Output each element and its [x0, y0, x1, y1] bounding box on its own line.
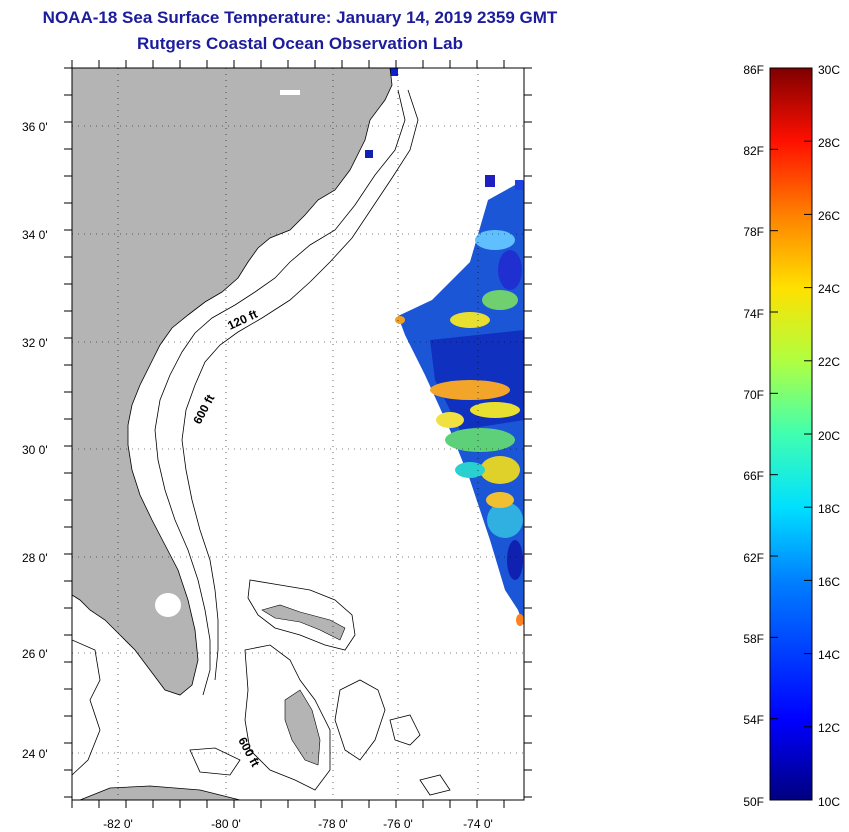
cb-c-label: 16C	[818, 575, 840, 589]
cb-c-label: 26C	[818, 209, 840, 223]
lon-label: -80 0'	[211, 817, 241, 831]
cb-f-label: 82F	[743, 144, 764, 158]
cb-f-label: 54F	[743, 713, 764, 727]
lat-label: 30 0'	[22, 443, 48, 457]
colorbar-fahrenheit-labels: 86F 82F 78F 74F 70F 66F 62F 58F 54F 50F	[743, 63, 764, 809]
lat-label: 26 0'	[22, 647, 48, 661]
colorbar-celsius-labels: 30C 28C 26C 24C 22C 20C 18C 16C 14C 12C …	[818, 63, 840, 809]
cb-c-label: 22C	[818, 355, 840, 369]
longitude-labels: -82 0' -80 0' -78 0' -76 0' -74 0'	[103, 817, 493, 831]
cb-f-label: 58F	[743, 632, 764, 646]
cb-c-label: 10C	[818, 795, 840, 809]
lon-label: -82 0'	[103, 817, 133, 831]
bahamas-andros	[284, 689, 321, 766]
map-title: NOAA-18 Sea Surface Temperature: January…	[42, 8, 558, 27]
us-landmass	[72, 68, 393, 696]
cb-f-label: 50F	[743, 795, 764, 809]
lat-label: 24 0'	[22, 747, 48, 761]
lon-label: -78 0'	[318, 817, 348, 831]
cb-f-label: 86F	[743, 63, 764, 77]
cb-f-label: 78F	[743, 225, 764, 239]
lat-label: 36 0'	[22, 120, 48, 134]
lake-okeechobee	[155, 593, 181, 617]
cb-c-label: 28C	[818, 136, 840, 150]
cb-f-label: 74F	[743, 307, 764, 321]
graticule	[72, 68, 524, 800]
sst-swath	[365, 68, 524, 626]
cb-f-label: 70F	[743, 388, 764, 402]
cb-c-label: 18C	[818, 502, 840, 516]
axis-ticks	[64, 60, 532, 808]
latitude-labels: 36 0' 34 0' 32 0' 30 0' 28 0' 26 0' 24 0…	[22, 120, 48, 761]
map-border	[71, 67, 525, 801]
cb-c-label: 20C	[818, 429, 840, 443]
cb-f-label: 62F	[743, 551, 764, 565]
lon-label: -76 0'	[383, 817, 413, 831]
cb-c-label: 12C	[818, 721, 840, 735]
lat-label: 32 0'	[22, 336, 48, 350]
cb-c-label: 14C	[818, 648, 840, 662]
cb-f-label: 66F	[743, 469, 764, 483]
lon-label: -74 0'	[463, 817, 493, 831]
cb-c-label: 24C	[818, 282, 840, 296]
cb-c-label: 30C	[818, 63, 840, 77]
cuba-landmass	[79, 785, 241, 800]
map-subtitle: Rutgers Coastal Ocean Observation Lab	[137, 34, 463, 53]
bahamas-grand-bahama	[261, 604, 346, 641]
colorbar: 86F 82F 78F 74F 70F 66F 62F 58F 54F 50F …	[743, 63, 840, 809]
lat-label: 34 0'	[22, 228, 48, 242]
bathymetry-contours	[72, 89, 451, 796]
lat-label: 28 0'	[22, 551, 48, 565]
